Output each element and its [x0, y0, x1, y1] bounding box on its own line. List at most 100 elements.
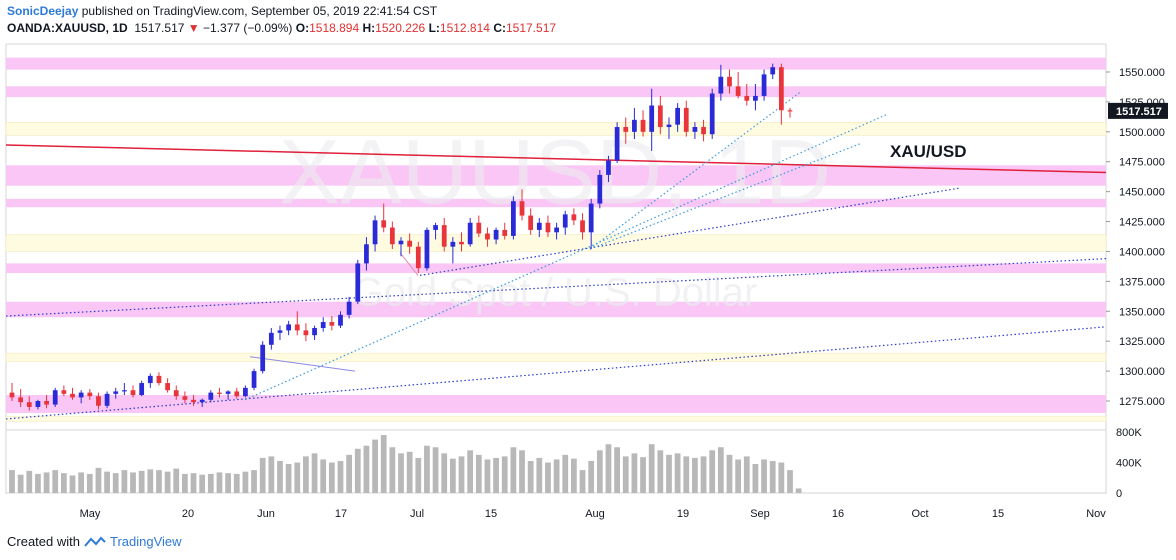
volume-bar [346, 454, 353, 493]
volume-bar [242, 471, 249, 493]
price-chart-svg[interactable]: XAUUSD, 1D Gold Spot / U.S. Dollar 1550.00… [0, 42, 1176, 527]
arrow-annotation [399, 252, 419, 276]
volume-bar [363, 445, 370, 493]
x-tick-label: Jul [410, 508, 424, 520]
candle-body [675, 107, 680, 125]
candle-body [778, 67, 784, 111]
x-tick-label: 16 [832, 508, 844, 520]
volume-bar [199, 474, 206, 493]
candle-body [485, 233, 490, 240]
candle-body [338, 314, 343, 326]
volume-bar [743, 456, 750, 493]
volume-bar [372, 439, 378, 493]
candle-body [562, 214, 568, 228]
volume-bar [17, 474, 24, 493]
candle-body [519, 201, 525, 216]
y-tick-label: 1450.000 [1119, 187, 1165, 199]
volume-bar [579, 470, 586, 493]
candle-body [18, 397, 24, 403]
volume-bar [553, 459, 560, 493]
published-text: published on TradingView.com, September … [81, 4, 438, 18]
y-tick-label: 1375.000 [1119, 276, 1165, 288]
volume-tick-label: 800K [1116, 427, 1142, 439]
candle-body [277, 330, 283, 333]
light-dotted-trend-line [244, 113, 889, 401]
volume-bar [666, 454, 672, 493]
candle-body [614, 127, 620, 161]
support-zone [5, 416, 1107, 422]
volume-bar [86, 473, 93, 493]
candle-body [191, 399, 196, 403]
candle-body [122, 390, 127, 392]
tradingview-logo-icon [84, 536, 106, 547]
change-value: −1.377 (−0.09%) [203, 21, 293, 35]
candle-body [44, 401, 49, 405]
x-tick-label: 19 [677, 508, 689, 520]
arrow-annotation [249, 356, 356, 372]
candle-body [683, 107, 689, 132]
volume-bar [268, 456, 275, 493]
volume-bar [95, 467, 102, 493]
candle-body [61, 390, 67, 394]
volume-bar [562, 454, 569, 493]
volume-bar [233, 473, 240, 493]
candle-body [52, 390, 58, 405]
y-tick-label: 1475.000 [1119, 157, 1165, 169]
candle-body [718, 76, 724, 94]
x-tick-label: Oct [911, 508, 928, 520]
candle-body [199, 399, 205, 403]
volume-bar [467, 450, 474, 493]
y-tick-label: 1275.000 [1119, 396, 1165, 408]
candle-body [709, 93, 715, 135]
candle-body [727, 76, 732, 87]
candle-body [433, 225, 438, 230]
volume-bar [130, 472, 136, 493]
candle-body [657, 105, 663, 128]
candle-body [355, 263, 361, 302]
volume-bar [778, 462, 785, 493]
volume-bar [259, 457, 266, 493]
candle-body [545, 222, 551, 233]
candle-body [640, 119, 646, 132]
volume-bar [726, 454, 733, 493]
volume-bar [35, 473, 41, 493]
candle-body [692, 127, 698, 132]
close-label: C: [493, 21, 506, 35]
candle-body [389, 227, 395, 245]
candle-body [770, 67, 776, 75]
candle-body [139, 383, 145, 396]
candle-body [303, 330, 309, 336]
candle-body [286, 324, 291, 331]
author-link[interactable]: SonicDeejay [7, 4, 79, 18]
ohlc-line: OANDA:XAUUSD, 1D 1517.517 ▼ −1.377 (−0.0… [7, 20, 556, 37]
candle-body [312, 328, 317, 336]
resistance-zone [6, 263, 1106, 273]
down-arrow-icon: ▼ [187, 21, 200, 35]
volume-bar [303, 456, 309, 493]
volume-bar [320, 459, 327, 493]
volume-bar [43, 472, 50, 493]
volume-bar [26, 470, 33, 493]
resistance-zone [6, 198, 1106, 208]
chart-area[interactable]: XAUUSD, 1D Gold Spot / U.S. Dollar 1550.00… [0, 42, 1176, 527]
volume-bar [640, 457, 646, 493]
low-value: 1512.814 [439, 21, 490, 35]
candle-body [536, 222, 542, 230]
volume-bar [389, 447, 396, 493]
volume-bar [207, 473, 214, 493]
last-price: 1517.517 [134, 21, 185, 35]
volume-bar [761, 459, 767, 493]
candle-body [571, 214, 577, 221]
volume-bar [78, 472, 85, 493]
volume-bar [164, 471, 171, 493]
candle-body [243, 387, 248, 397]
last-price-badge-text: 1517.517 [1116, 106, 1162, 118]
volume-bar [311, 453, 318, 493]
chart-header: SonicDeejay published on TradingView.com… [7, 3, 556, 37]
candle-body [9, 392, 15, 398]
candle-body [35, 401, 41, 407]
x-tick-label: Jun [257, 508, 275, 520]
volume-bar [752, 464, 759, 493]
tradingview-link[interactable]: TradingView [109, 534, 182, 549]
volume-bar [112, 473, 119, 493]
